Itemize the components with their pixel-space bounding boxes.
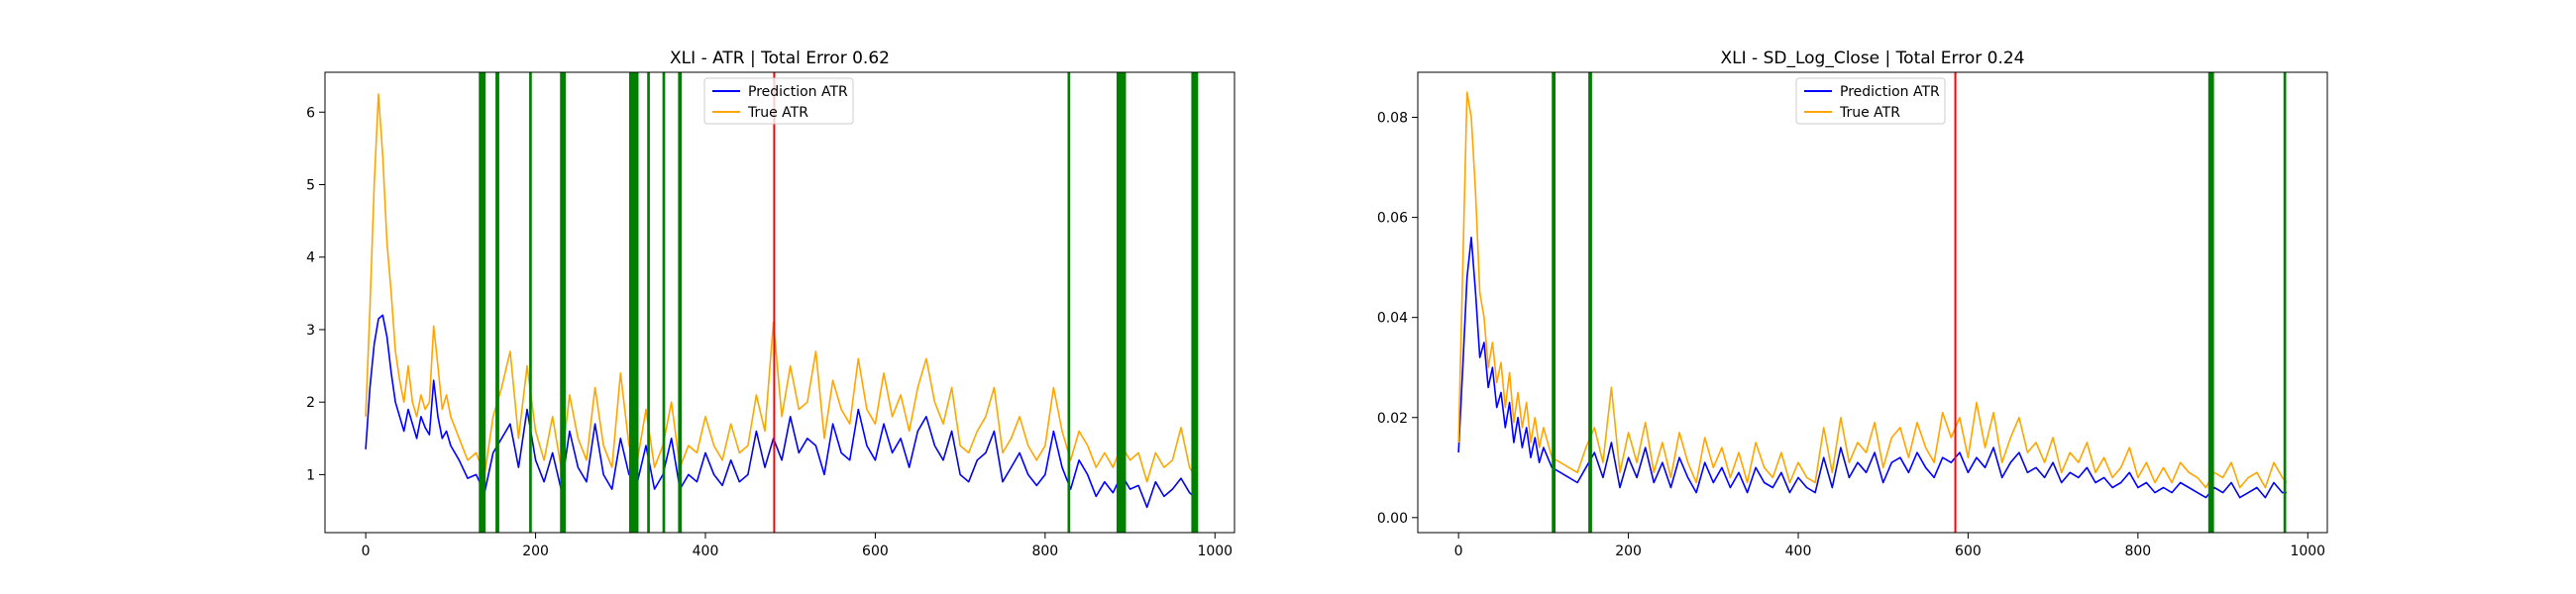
y-tick-label: 1: [306, 467, 315, 483]
x-tick-label: 800: [1031, 544, 1058, 559]
y-tick-label: 0.02: [1377, 411, 1408, 427]
x-tick-label: 600: [862, 544, 889, 559]
x-tick-label: 600: [1955, 544, 1982, 559]
y-tick-label: 3: [306, 323, 315, 339]
plot-frame: [1417, 71, 2328, 534]
x-tick-label: 800: [2124, 544, 2151, 559]
y-tick-label: 0.06: [1377, 211, 1408, 227]
series-lines-layer: [1457, 91, 2288, 499]
legend-label-true: True ATR: [747, 105, 808, 121]
y-tick-label: 6: [306, 105, 315, 121]
legend: Prediction ATR True ATR: [703, 77, 854, 125]
legend-box: [703, 77, 854, 125]
x-tick-label: 1000: [1197, 544, 1233, 559]
chart-panel-sd-log-close: XLI - SD_Log_Close | Total Error 0.24 0 2…: [1377, 49, 2328, 559]
series-lines-layer: [365, 93, 1195, 509]
marker-lines-layer: [479, 72, 1199, 533]
series-line-prediction-atr: [365, 314, 1195, 509]
y-tick-label: 0.00: [1377, 511, 1408, 527]
x-tick-label: 400: [1785, 544, 1812, 559]
series-line-true-atr: [1457, 91, 2288, 489]
plot-frame: [324, 71, 1235, 534]
y-tick-label: 4: [306, 250, 315, 266]
axis-ticks: 0 200 400 600 800 1000 1 2 3 4 5 6: [306, 105, 1233, 559]
series-line-true-atr: [365, 93, 1195, 483]
marker-lines-layer: [1552, 72, 2287, 533]
chart-title: XLI - ATR | Total Error 0.62: [670, 49, 890, 68]
x-tick-label: 200: [1615, 544, 1642, 559]
legend-label-prediction: Prediction ATR: [748, 84, 848, 100]
y-tick-label: 2: [306, 395, 315, 411]
x-tick-label: 200: [522, 544, 549, 559]
x-tick-label: 0: [1454, 544, 1463, 559]
axis-ticks: 0 200 400 600 800 1000 0.00 0.02 0.04 0.06 0.08: [1377, 110, 2325, 559]
chart-panel-atr: XLI - ATR | Total Error 0.62 0 200 400 600 8…: [306, 49, 1235, 559]
legend-box: [1795, 77, 1946, 125]
y-tick-label: 0.04: [1377, 311, 1408, 327]
chart-title: XLI - SD_Log_Close | Total Error 0.24: [1721, 49, 2025, 68]
x-tick-label: 400: [693, 544, 719, 559]
x-tick-label: 0: [362, 544, 371, 559]
legend-label-prediction: Prediction ATR: [1840, 84, 1940, 100]
x-tick-label: 1000: [2290, 544, 2325, 559]
y-tick-label: 5: [306, 178, 315, 194]
legend-label-true: True ATR: [1839, 105, 1900, 121]
y-tick-label: 0.08: [1377, 110, 1408, 126]
legend: Prediction ATR True ATR: [1795, 77, 1946, 125]
series-line-prediction-atr: [1457, 237, 2287, 499]
